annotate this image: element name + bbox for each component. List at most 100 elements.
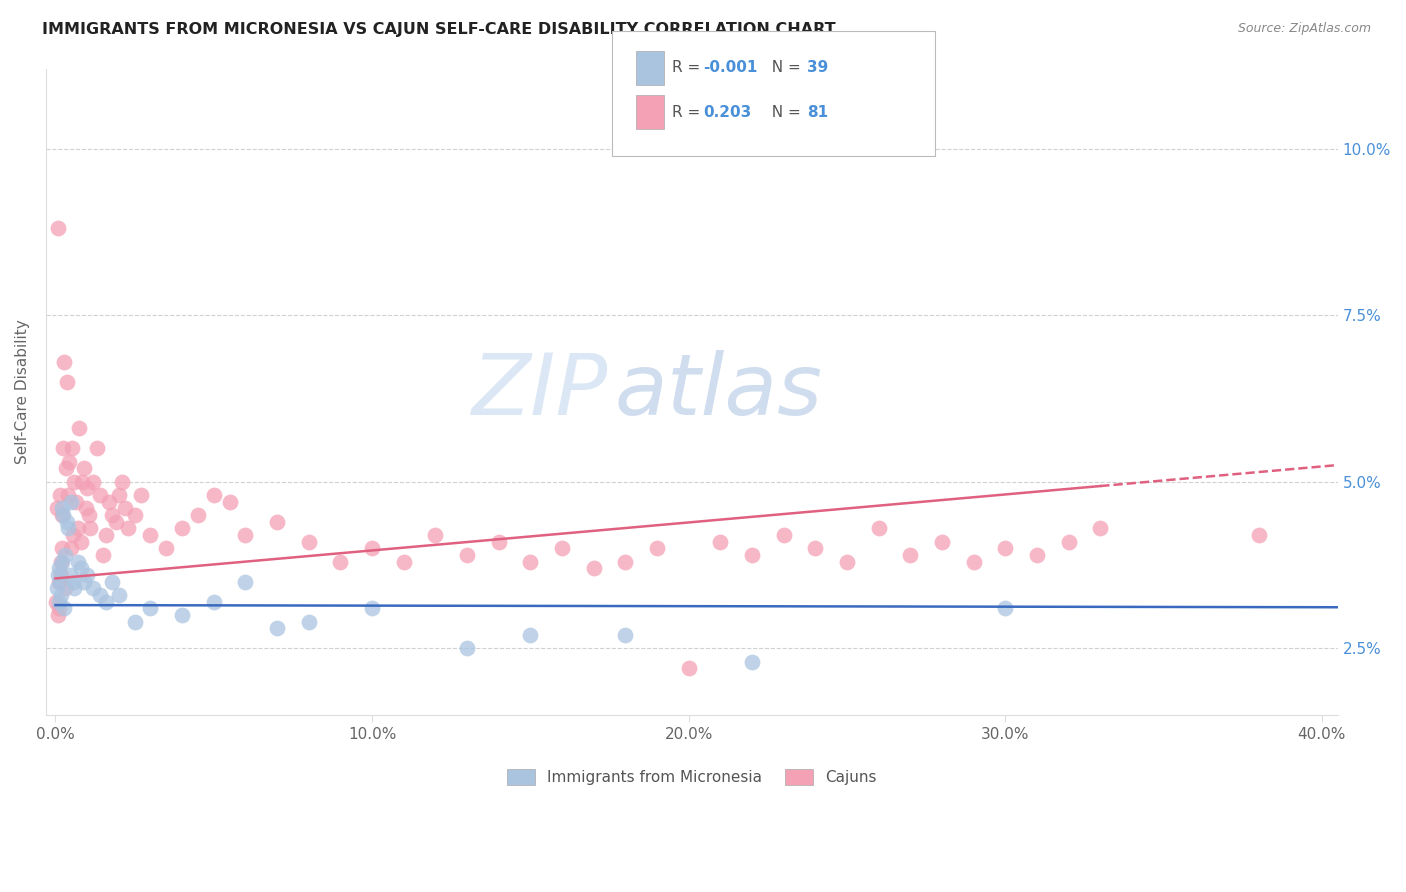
Point	[72, 475, 94, 489]
Point	[46, 221, 69, 235]
Text: R =: R =	[672, 105, 706, 120]
Point	[94, 595, 117, 609]
Point	[60, 495, 83, 509]
Point	[111, 475, 134, 489]
Point	[60, 442, 83, 456]
Point	[298, 615, 321, 629]
Point	[59, 568, 82, 582]
Point	[139, 528, 162, 542]
Point	[709, 534, 731, 549]
Point	[51, 501, 73, 516]
Point	[678, 661, 700, 675]
Point	[741, 548, 763, 562]
Point	[114, 501, 136, 516]
Point	[1026, 548, 1049, 562]
Point	[53, 601, 76, 615]
Point	[51, 555, 73, 569]
Text: 81: 81	[807, 105, 828, 120]
Point	[46, 568, 69, 582]
Point	[89, 488, 111, 502]
Text: Source: ZipAtlas.com: Source: ZipAtlas.com	[1237, 22, 1371, 36]
Point	[82, 475, 104, 489]
Point	[994, 541, 1017, 556]
Point	[46, 501, 69, 516]
Text: atlas: atlas	[614, 351, 823, 434]
Text: ZIP: ZIP	[471, 351, 607, 434]
Point	[73, 574, 96, 589]
Legend: Immigrants from Micronesia, Cajuns: Immigrants from Micronesia, Cajuns	[502, 763, 883, 791]
Point	[1057, 534, 1080, 549]
Point	[73, 461, 96, 475]
Point	[62, 528, 84, 542]
Point	[266, 622, 288, 636]
Point	[89, 588, 111, 602]
Point	[155, 541, 177, 556]
Point	[67, 421, 90, 435]
Point	[361, 601, 384, 615]
Point	[107, 488, 129, 502]
Point	[898, 548, 921, 562]
Point	[48, 601, 70, 615]
Text: N =: N =	[762, 105, 806, 120]
Point	[117, 521, 139, 535]
Point	[124, 508, 146, 522]
Point	[172, 608, 194, 623]
Point	[55, 515, 77, 529]
Point	[129, 488, 152, 502]
Point	[107, 588, 129, 602]
Point	[82, 582, 104, 596]
Point	[582, 561, 605, 575]
Point	[59, 541, 82, 556]
Text: R =: R =	[672, 61, 706, 75]
Point	[91, 548, 114, 562]
Point	[69, 561, 91, 575]
Point	[202, 488, 225, 502]
Point	[48, 561, 70, 575]
Point	[994, 601, 1017, 615]
Point	[1247, 528, 1270, 542]
Text: N =: N =	[762, 61, 806, 75]
Point	[49, 574, 72, 589]
Point	[48, 574, 70, 589]
Point	[298, 534, 321, 549]
Point	[66, 555, 89, 569]
Point	[63, 582, 86, 596]
Point	[52, 508, 75, 522]
Point	[56, 375, 79, 389]
Point	[266, 515, 288, 529]
Point	[645, 541, 668, 556]
Point	[456, 548, 478, 562]
Point	[65, 495, 87, 509]
Point	[56, 488, 79, 502]
Point	[101, 508, 124, 522]
Point	[66, 521, 89, 535]
Point	[425, 528, 447, 542]
Point	[456, 641, 478, 656]
Point	[53, 548, 76, 562]
Point	[172, 521, 194, 535]
Text: IMMIGRANTS FROM MICRONESIA VS CAJUN SELF-CARE DISABILITY CORRELATION CHART: IMMIGRANTS FROM MICRONESIA VS CAJUN SELF…	[42, 22, 835, 37]
Point	[51, 541, 73, 556]
Point	[931, 534, 953, 549]
Text: 0.203: 0.203	[703, 105, 751, 120]
Point	[63, 475, 86, 489]
Point	[124, 615, 146, 629]
Point	[53, 582, 76, 596]
Point	[741, 655, 763, 669]
Point	[51, 568, 73, 582]
Point	[187, 508, 209, 522]
Point	[614, 628, 637, 642]
Point	[804, 541, 827, 556]
Point	[392, 555, 415, 569]
Point	[48, 595, 70, 609]
Point	[79, 521, 101, 535]
Point	[51, 588, 73, 602]
Point	[49, 555, 72, 569]
Point	[46, 608, 69, 623]
Point	[49, 488, 72, 502]
Point	[45, 595, 67, 609]
Point	[202, 595, 225, 609]
Point	[76, 568, 98, 582]
Point	[235, 574, 257, 589]
Y-axis label: Self-Care Disability: Self-Care Disability	[15, 319, 30, 464]
